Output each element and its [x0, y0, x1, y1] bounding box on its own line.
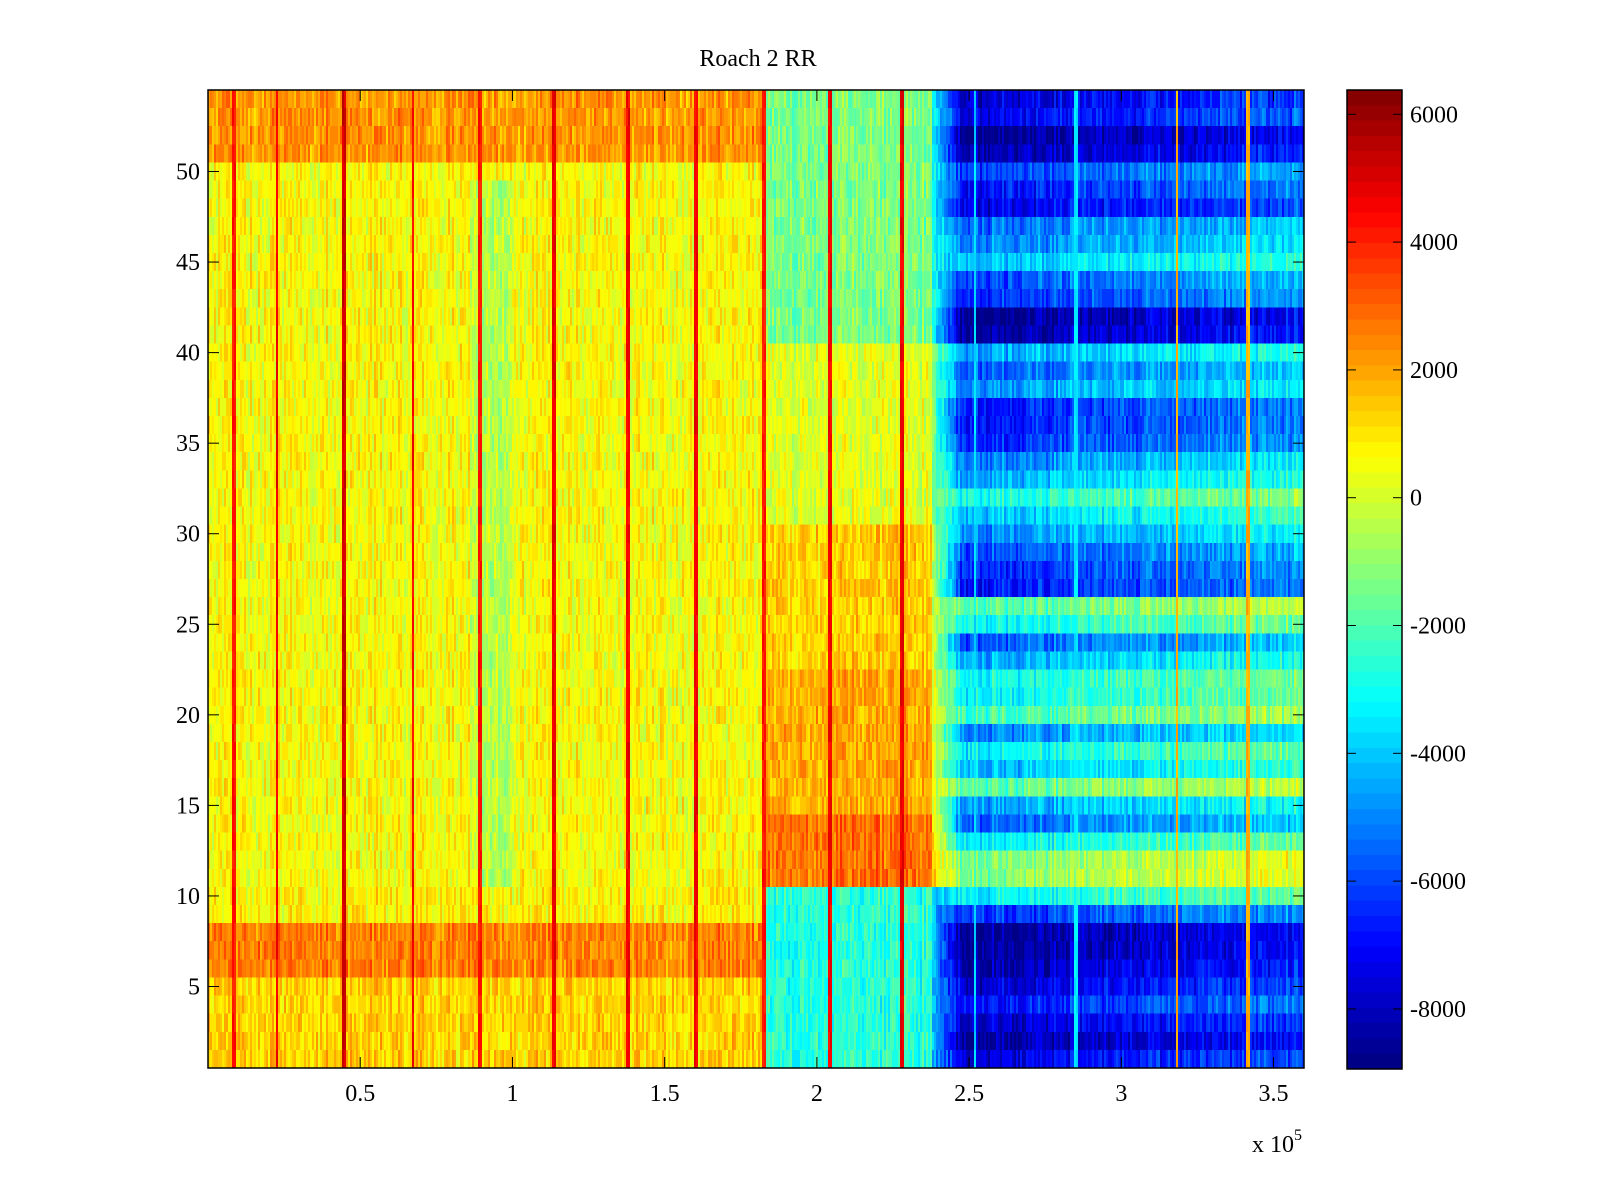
- colorbar-tick-label: 2000: [1410, 358, 1458, 384]
- plot-frame: [207, 89, 1305, 1069]
- y-tick-label: 50: [176, 160, 200, 186]
- colorbar-axis: 6000 4000 2000 0 -2000 -4000 -6000 -8000: [1347, 102, 1466, 1023]
- y-tick-label: 40: [176, 341, 200, 367]
- y-tick-label: 30: [176, 522, 200, 548]
- x-tick-label: 2.5: [954, 1081, 984, 1107]
- colorbar-tick-label: -4000: [1410, 741, 1466, 767]
- colorbar-tick-label: 4000: [1410, 230, 1458, 256]
- y-tick-label: 45: [176, 250, 200, 276]
- x-tick-label: 3: [1115, 1081, 1127, 1107]
- colorbar-tick-label: 0: [1410, 486, 1422, 512]
- y-tick-label: 15: [176, 793, 200, 819]
- colorbar-tick-label: -6000: [1410, 869, 1466, 895]
- y-tick-label: 5: [188, 975, 200, 1001]
- x-multiplier-exponent: 5: [1294, 1127, 1302, 1144]
- x-tick-label: 1.5: [650, 1081, 680, 1107]
- x-tick-label: 1: [506, 1081, 518, 1107]
- y-axis: 5 10 15 20 25 30 35 40 45 50: [176, 160, 1304, 1001]
- x-multiplier-base: x 10: [1252, 1132, 1294, 1158]
- colorbar-tick-label: -2000: [1410, 614, 1466, 640]
- svg-text:x 105: x 105: [1252, 1127, 1302, 1158]
- x-tick-label: 3.5: [1259, 1081, 1289, 1107]
- chart-title: Roach 2 RR: [699, 46, 816, 72]
- colorbar-tick-label: -8000: [1410, 997, 1466, 1023]
- x-tick-label: 0.5: [345, 1081, 375, 1107]
- y-tick-label: 10: [176, 884, 200, 910]
- y-tick-label: 35: [176, 431, 200, 457]
- colorbar-tick-label: 6000: [1410, 102, 1458, 128]
- x-tick-label: 2: [811, 1081, 823, 1107]
- heatmap-image: [208, 90, 1304, 1068]
- y-tick-label: 25: [176, 612, 200, 638]
- colorbar-gradient: [1347, 90, 1402, 1069]
- colorbar-frame: [1346, 89, 1403, 1070]
- y-tick-label: 20: [176, 703, 200, 729]
- x-multiplier-label: x 105: [1252, 1127, 1302, 1158]
- x-axis: 0.5 1 1.5 2 2.5 3 3.5: [345, 90, 1289, 1107]
